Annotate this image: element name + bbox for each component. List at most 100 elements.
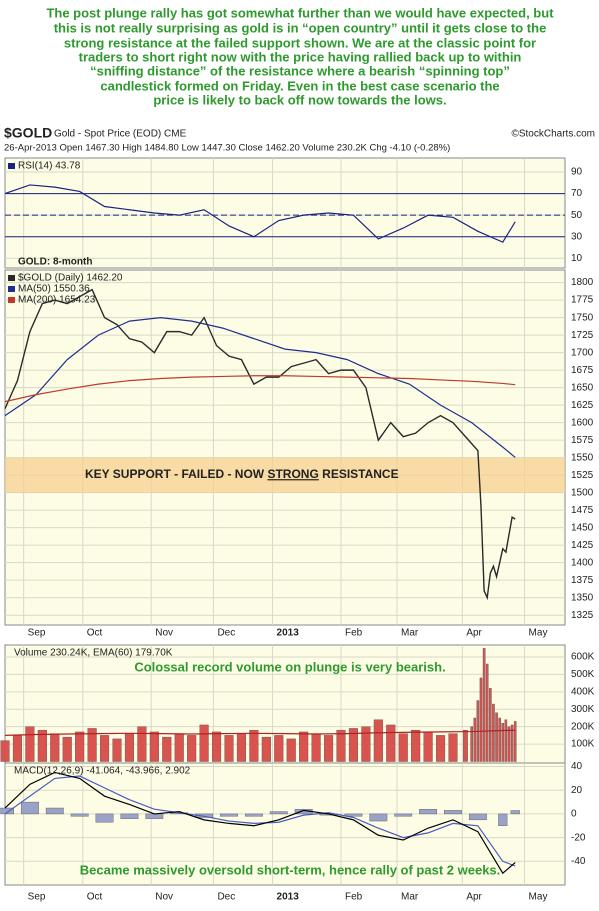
y-tick-label: 40	[571, 761, 583, 772]
bar	[473, 717, 477, 762]
commentary-line: “sniffing distance” of the resistance wh…	[90, 63, 510, 78]
bar	[419, 808, 438, 815]
legend-label: RSI(14) 43.78	[18, 161, 81, 172]
bar	[411, 729, 421, 762]
bar	[274, 735, 284, 762]
bar	[12, 735, 23, 762]
bar	[485, 663, 489, 762]
y-tick-label: 50	[571, 210, 583, 221]
bar	[99, 735, 110, 762]
y-tick-label: 1800	[571, 277, 594, 288]
bar	[220, 813, 238, 817]
y-tick-label: 1750	[571, 312, 594, 323]
bar	[286, 738, 296, 762]
legend-label: MA(50) 1550.36	[18, 284, 90, 295]
bar	[244, 813, 263, 817]
y-tick-label: 1675	[571, 365, 594, 376]
y-tick-label: 1475	[571, 505, 594, 516]
x-tick-label: 2013	[277, 628, 300, 639]
y-tick-label: 1450	[571, 522, 594, 533]
y-tick-label: 30	[571, 231, 583, 242]
panel	[4, 157, 566, 269]
series-line	[4, 771, 516, 875]
bar	[470, 726, 473, 762]
x-tick-label: Apr	[466, 892, 482, 903]
bar	[369, 813, 388, 822]
y-tick-label: 1650	[571, 382, 594, 393]
bar	[0, 740, 10, 762]
commentary-line: The post plunge rally has got somewhat f…	[46, 5, 554, 20]
bar	[62, 736, 72, 762]
bar	[398, 733, 408, 762]
quote: 26-Apr-2013 Open 1467.30 High 1484.80 Lo…	[4, 143, 450, 154]
x-tick-label: May	[529, 628, 548, 639]
y-tick-label: 200K	[571, 721, 595, 732]
x-tick-label: May	[529, 892, 548, 903]
series-line	[4, 288, 516, 601]
bar	[463, 729, 468, 762]
y-tick-label: 1500	[571, 487, 594, 498]
bar	[510, 724, 514, 762]
bar	[501, 723, 505, 762]
bar	[174, 733, 184, 762]
bar	[504, 719, 508, 762]
instrument-name: Gold - Spot Price (EOD) CME	[54, 129, 187, 140]
bar	[25, 726, 35, 762]
series-line	[4, 184, 516, 243]
symbol: $GOLD	[4, 125, 52, 141]
bar	[495, 712, 498, 762]
bar	[95, 813, 114, 823]
panel-label: Volume 230.24K, EMA(60) 179.70K	[14, 648, 173, 659]
panel	[4, 269, 566, 626]
y-tick-label: 1350	[571, 592, 594, 603]
legend-label: $GOLD (Daily) 1462.20	[18, 273, 123, 284]
commentary-line: candlestick formed on Friday. Even in th…	[100, 78, 499, 93]
y-tick-label: 100K	[571, 739, 595, 750]
y-tick-label: 1525	[571, 470, 594, 481]
x-tick-label: Feb	[345, 892, 363, 903]
y-tick-label: 1550	[571, 452, 594, 463]
y-tick-label: 1775	[571, 295, 594, 306]
y-tick-label: 0	[571, 809, 577, 820]
bar	[386, 724, 396, 762]
bar	[498, 717, 501, 762]
series-line	[4, 729, 516, 736]
bar	[336, 729, 346, 762]
legend-label: MA(200) 1654.23	[18, 295, 96, 306]
x-tick-label: Oct	[87, 628, 103, 639]
y-tick-label: -20	[571, 832, 586, 843]
band-label-part: STRONG	[267, 467, 318, 481]
bar	[137, 726, 147, 762]
bar	[236, 733, 246, 762]
bar	[299, 731, 309, 762]
commentary-line: price is likely to back off now towards …	[153, 92, 446, 107]
panel	[4, 762, 566, 886]
legend-swatch	[8, 297, 15, 303]
bar	[492, 703, 495, 762]
y-tick-label: 90	[571, 167, 583, 178]
band-label-part: RESISTANCE	[319, 467, 399, 481]
bar	[187, 735, 197, 762]
bar	[468, 813, 487, 821]
bar	[37, 729, 47, 762]
y-tick-label: 1325	[571, 610, 594, 621]
commentary-line: strong resistance at the failed support …	[64, 35, 536, 50]
bar	[479, 677, 483, 762]
bar	[224, 735, 234, 762]
y-tick-label: 600K	[571, 652, 595, 663]
bar	[344, 813, 363, 817]
bar	[145, 813, 164, 819]
x-tick-label: Nov	[155, 892, 173, 903]
bar	[162, 736, 172, 762]
annotation: Became massively oversold short-term, he…	[80, 862, 501, 877]
bar	[50, 733, 60, 762]
y-tick-label: 10	[571, 253, 583, 264]
x-tick-label: Dec	[217, 628, 235, 639]
x-tick-label: 2013	[277, 892, 300, 903]
bar	[311, 733, 321, 762]
y-tick-label: 1425	[571, 540, 594, 551]
bar	[120, 813, 139, 819]
resistance-band	[5, 457, 565, 493]
x-tick-label: Oct	[87, 892, 103, 903]
